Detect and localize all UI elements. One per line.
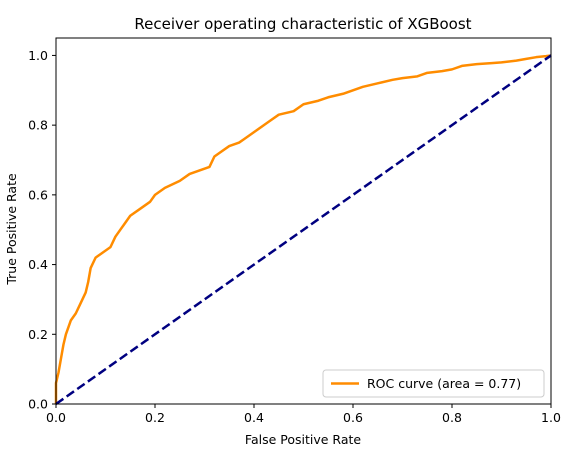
x-tick-label: 0.4 bbox=[244, 410, 264, 425]
plot-area bbox=[54, 37, 552, 406]
x-tick-label: 0.8 bbox=[442, 410, 462, 425]
legend: ROC curve (area = 0.77) bbox=[322, 369, 545, 398]
legend-label-roc-curve: ROC curve (area = 0.77) bbox=[367, 376, 521, 391]
y-tick-label: 0.2 bbox=[28, 327, 48, 342]
y-tick-label: 0.0 bbox=[28, 397, 48, 412]
x-tick-label: 0.0 bbox=[46, 410, 66, 425]
x-tick-label: 0.2 bbox=[145, 410, 165, 425]
y-tick-label: 0.6 bbox=[28, 187, 48, 202]
x-axis-label: False Positive Rate bbox=[245, 432, 361, 447]
axes-frame bbox=[55, 37, 552, 405]
x-axis-ticks: 0.0 0.2 0.4 0.6 0.8 1.0 bbox=[46, 404, 561, 425]
x-tick-label: 1.0 bbox=[541, 410, 561, 425]
y-tick-label: 1.0 bbox=[28, 48, 48, 63]
y-axis-ticks: 0.0 0.2 0.4 0.6 0.8 1.0 bbox=[28, 48, 56, 412]
x-tick-label: 0.6 bbox=[343, 410, 363, 425]
roc-curve-line bbox=[54, 54, 552, 404]
y-axis-label: True Positive Rate bbox=[4, 173, 19, 286]
chance-diagonal-line bbox=[55, 54, 552, 406]
chart-title: Receiver operating characteristic of XGB… bbox=[134, 15, 471, 33]
y-tick-label: 0.4 bbox=[28, 257, 48, 272]
legend-box bbox=[322, 369, 545, 398]
y-tick-label: 0.8 bbox=[28, 118, 48, 133]
